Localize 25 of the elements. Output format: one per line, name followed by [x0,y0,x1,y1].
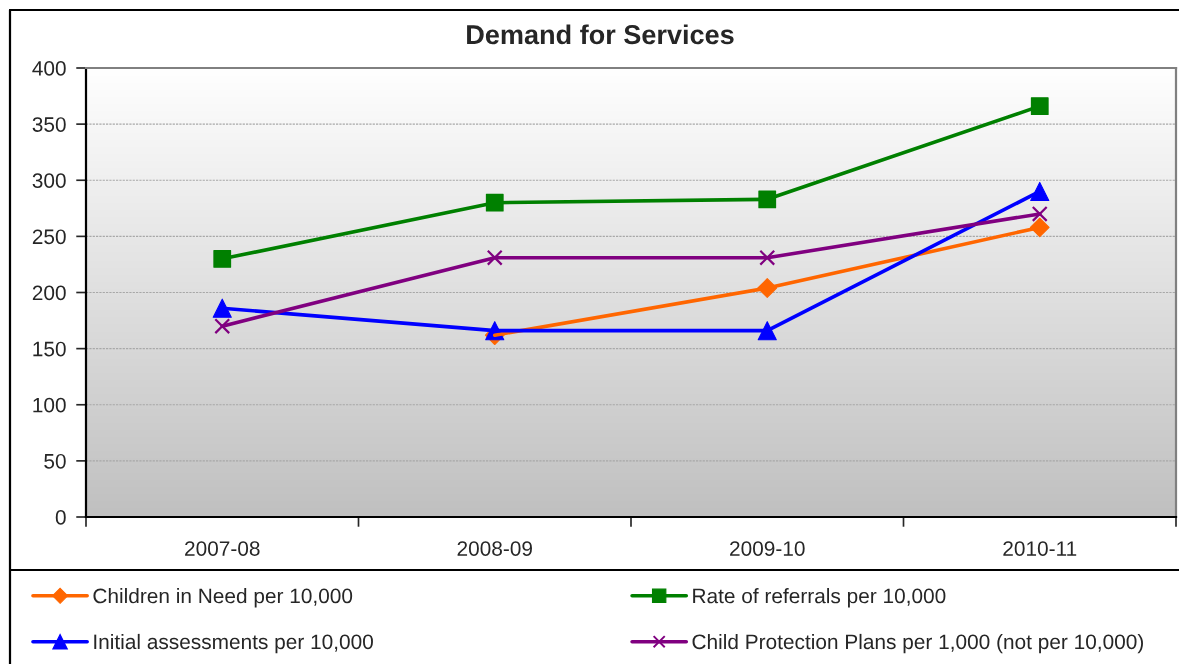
y-tick-label: 50 [44,453,66,469]
y-tick-label: 0 [55,510,66,525]
x-tick-label: 2007-08 [185,541,260,556]
x-tick-label: 2010-11 [1003,541,1077,556]
x-tick-label: 2009-10 [730,541,805,556]
legend-label: Children in Need per 10,000 [93,588,353,608]
y-tick-label: 400 [32,61,66,76]
point [1030,97,1049,116]
point [759,249,776,266]
y-tick-label: 250 [32,229,66,245]
chart-title: Demand for Services [467,24,734,45]
x-tick-label: 2008-09 [457,541,532,556]
legend-label: Child Protection Plans per 1,000 (not per 10,000) [692,633,1143,654]
point [486,249,503,266]
legend-label: Rate of referrals per 10,000 [693,588,946,608]
point [212,298,232,318]
y-tick-label: 100 [33,397,66,413]
legend-label: Initial assessments per 10,000 [94,633,373,654]
y-tick-label: 350 [32,117,66,132]
point [214,318,231,335]
point [213,249,232,268]
point [1031,205,1048,222]
y-tick-label: 200 [32,285,66,301]
y-tick-label: 150 [33,341,66,357]
y-tick-label: 300 [32,173,66,188]
